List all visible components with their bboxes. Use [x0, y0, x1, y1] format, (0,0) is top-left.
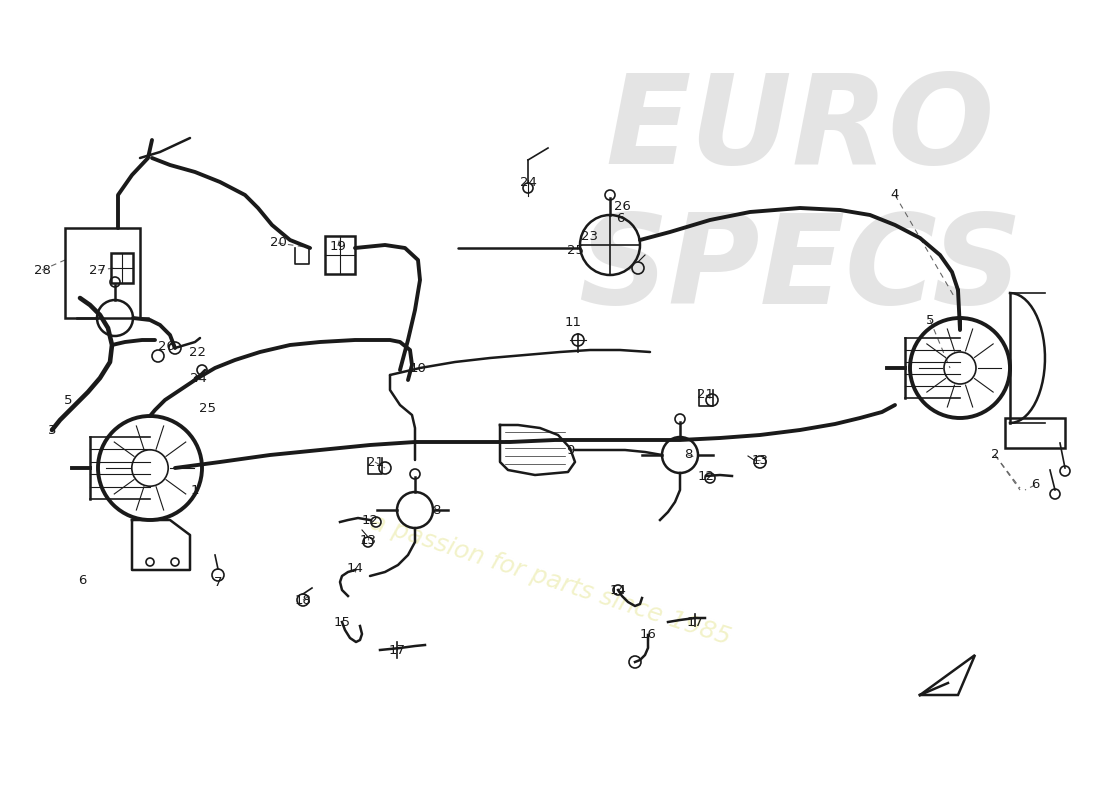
Text: 9: 9 [565, 443, 574, 457]
Text: 2: 2 [991, 449, 999, 462]
Text: 27: 27 [89, 263, 107, 277]
Bar [1005, 418, 1065, 448]
Text: 25: 25 [199, 402, 217, 414]
Text: 20: 20 [270, 237, 286, 250]
Text: 23: 23 [582, 230, 598, 242]
Text: 26: 26 [614, 199, 630, 213]
Text: 14: 14 [346, 562, 363, 574]
Text: 1: 1 [190, 483, 199, 497]
Text: 24: 24 [519, 175, 537, 189]
Text: 6: 6 [616, 211, 624, 225]
Text: 16: 16 [639, 629, 657, 642]
Bar [111, 253, 133, 283]
Text: 12: 12 [362, 514, 378, 526]
Text: 7: 7 [213, 575, 222, 589]
Text: 13: 13 [751, 454, 769, 466]
Text: 10: 10 [409, 362, 427, 374]
Text: 8: 8 [432, 503, 440, 517]
Text: 21: 21 [366, 455, 384, 469]
Text: 15: 15 [333, 615, 351, 629]
Text: 28: 28 [34, 263, 51, 277]
Text: 4: 4 [891, 189, 899, 202]
Text: 21: 21 [697, 389, 715, 402]
Text: 6: 6 [78, 574, 86, 586]
Text: 26: 26 [157, 339, 175, 353]
Text: 18: 18 [295, 594, 311, 606]
Text: 6: 6 [1031, 478, 1040, 491]
Text: 25: 25 [568, 245, 584, 258]
Text: 5: 5 [64, 394, 73, 406]
Text: 14: 14 [609, 583, 626, 597]
Text: 24: 24 [189, 371, 207, 385]
Text: EURO
SPECS: EURO SPECS [578, 70, 1022, 330]
Text: 13: 13 [360, 534, 376, 546]
Text: 5: 5 [926, 314, 934, 326]
Text: 17: 17 [388, 643, 406, 657]
Text: 19: 19 [330, 239, 346, 253]
Text: 12: 12 [697, 470, 715, 482]
Text: 17: 17 [686, 615, 704, 629]
Text: 11: 11 [564, 315, 582, 329]
Text: 8: 8 [684, 449, 692, 462]
Bar [65, 228, 140, 318]
Bar [324, 236, 355, 274]
Text: 22: 22 [189, 346, 207, 358]
Text: a passion for parts since 1985: a passion for parts since 1985 [366, 510, 734, 650]
Text: 3: 3 [47, 423, 56, 437]
